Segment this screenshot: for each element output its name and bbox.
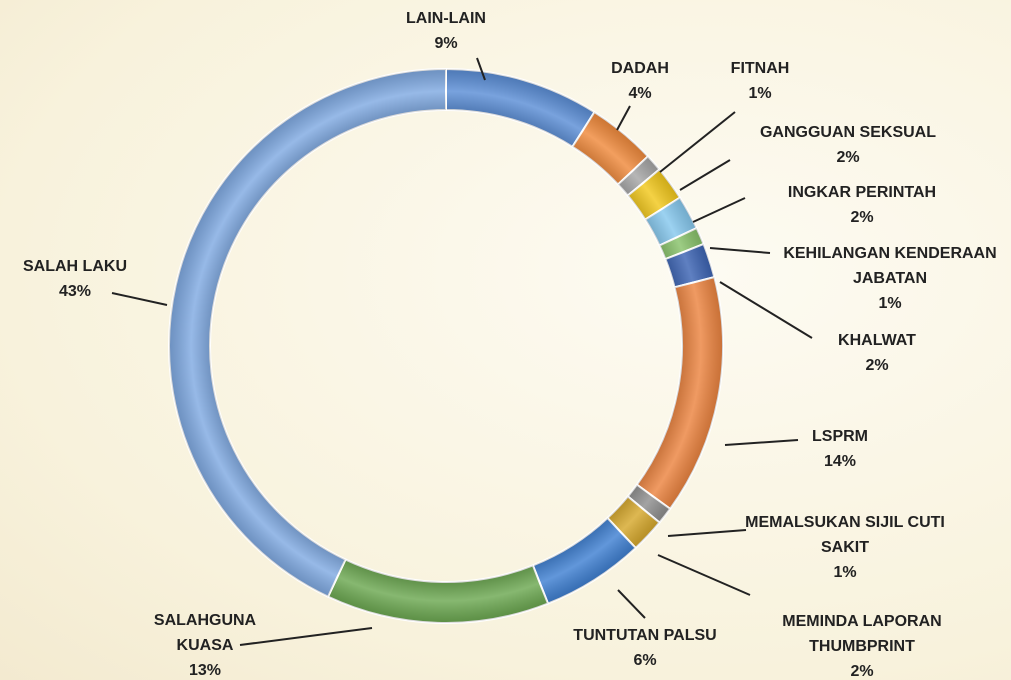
- value-label: 9%: [434, 35, 458, 52]
- leader-line: [616, 105, 631, 131]
- leader-line: [709, 247, 771, 254]
- category-label: LSPRM: [812, 428, 868, 445]
- segment-shade: [636, 277, 723, 509]
- segment-label: SALAH LAKU 43%: [5, 254, 145, 304]
- value-label: 43%: [58, 283, 92, 300]
- segment-label: LSPRM 14%: [780, 424, 900, 474]
- leader-line: [719, 281, 813, 339]
- segment-shade: [659, 228, 704, 260]
- category-label: DADAH: [611, 60, 669, 77]
- segment-label: SALAHGUNA KUASA 13%: [140, 608, 270, 680]
- value-label: 2%: [850, 209, 874, 226]
- segment-label: LAIN-LAIN 9%: [366, 6, 526, 56]
- segment-shade: [627, 169, 680, 220]
- leader-line: [657, 554, 751, 596]
- segment-shade: [168, 69, 446, 597]
- value-label: 2%: [836, 149, 860, 166]
- segment-shade: [532, 518, 636, 604]
- leader-line: [659, 111, 736, 173]
- category-label: GANGGUAN SEKSUAL: [759, 124, 936, 141]
- category-label: LAIN-LAIN: [406, 10, 486, 27]
- category-label: SALAH LAKU: [23, 258, 127, 275]
- segment-label: DADAH 4%: [580, 56, 700, 106]
- segment-label: KHALWAT 2%: [807, 328, 947, 378]
- segment-shade: [328, 559, 548, 623]
- leader-line: [239, 627, 373, 646]
- leader-line: [692, 197, 746, 223]
- segment-label: MEMINDA LAPORAN THUMBPRINT 2%: [762, 609, 962, 680]
- category-label: KHALWAT: [838, 332, 916, 349]
- category-label: FITNAH: [730, 60, 790, 77]
- leader-line: [617, 589, 646, 619]
- leader-line: [679, 159, 731, 191]
- value-label: 1%: [878, 295, 902, 312]
- leader-line: [724, 439, 799, 446]
- segment-label: KEHILANGAN KENDERAAN JABATAN 1%: [765, 241, 1011, 316]
- value-label: 13%: [188, 662, 222, 679]
- value-label: 6%: [633, 652, 657, 669]
- value-label: 2%: [865, 357, 889, 374]
- category-label: MEMALSUKAN SIJIL CUTI SAKIT: [745, 514, 945, 556]
- leader-line: [476, 57, 486, 81]
- category-label: INGKAR PERINTAH: [787, 184, 937, 201]
- value-label: 1%: [748, 85, 772, 102]
- segment-shade: [618, 156, 660, 196]
- segment-label: FITNAH 1%: [700, 56, 820, 106]
- value-label: 2%: [850, 663, 874, 680]
- segment-label: TUNTUTAN PALSU 6%: [545, 623, 745, 673]
- segment-shade: [607, 496, 660, 548]
- leader-line: [111, 292, 168, 306]
- segment-label: INGKAR PERINTAH 2%: [752, 180, 972, 230]
- value-label: 1%: [833, 564, 857, 581]
- category-label: TUNTUTAN PALSU: [573, 627, 717, 644]
- segment-shade: [572, 112, 648, 185]
- category-label: MEMINDA LAPORAN THUMBPRINT: [782, 613, 942, 655]
- category-label: KEHILANGAN KENDERAAN JABATAN: [783, 245, 997, 287]
- category-label: SALAHGUNA KUASA: [153, 612, 257, 654]
- leader-line: [667, 529, 747, 537]
- segment-label: MEMALSUKAN SIJIL CUTI SAKIT 1%: [745, 510, 945, 585]
- segment-shade: [446, 69, 595, 147]
- segment-shade: [665, 244, 715, 288]
- value-label: 4%: [628, 85, 652, 102]
- value-label: 14%: [823, 453, 857, 470]
- segment-label: GANGGUAN SEKSUAL 2%: [728, 120, 968, 170]
- segment-shade: [627, 484, 671, 523]
